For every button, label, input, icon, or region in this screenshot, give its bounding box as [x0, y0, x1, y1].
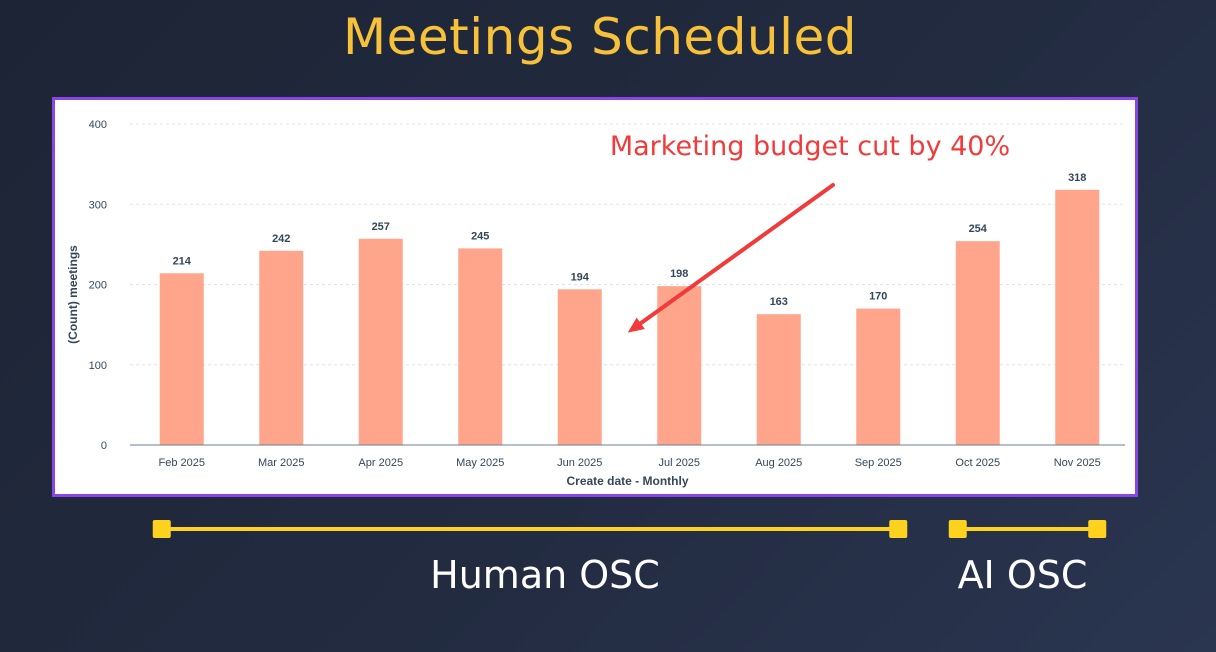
x-tick-label: Oct 2025	[955, 457, 1000, 469]
value-label: 254	[969, 223, 988, 235]
y-ticks: 0 100 200 300 400	[89, 119, 107, 452]
x-tick-label: Apr 2025	[358, 457, 403, 469]
y-tick-label: 0	[101, 440, 107, 452]
x-tick-label: May 2025	[456, 457, 504, 469]
y-tick-label: 400	[89, 119, 107, 131]
value-label: 163	[770, 296, 788, 308]
bar	[955, 241, 1000, 445]
bar	[458, 248, 503, 445]
value-labels: 214 242 257 245 194 198 163 170 254 318	[173, 172, 1087, 308]
phase-label: Human OSC	[430, 553, 660, 597]
x-tick-label: Mar 2025	[258, 457, 304, 469]
y-tick-label: 200	[89, 280, 107, 292]
value-label: 257	[372, 221, 390, 233]
y-tick-label: 100	[89, 360, 107, 372]
value-label: 170	[869, 291, 887, 303]
bar	[856, 308, 901, 445]
value-label: 198	[670, 268, 688, 280]
value-label: 214	[173, 255, 192, 267]
phase-label: AI OSC	[957, 553, 1088, 597]
x-tick-label: Jul 2025	[658, 457, 700, 469]
x-axis-title: Create date - Monthly	[566, 474, 688, 488]
x-tick-label: Jun 2025	[557, 457, 602, 469]
page-title: Meetings Scheduled	[342, 8, 858, 66]
phase-start-marker	[948, 520, 967, 538]
bar	[756, 314, 801, 445]
value-label: 242	[272, 233, 290, 245]
bar	[259, 250, 304, 445]
value-label: 245	[471, 230, 489, 242]
annotation-text: Marketing budget cut by 40%	[610, 131, 1010, 162]
x-tick-label: Sep 2025	[855, 457, 902, 469]
phase-bar	[948, 520, 1107, 538]
arrow-shaft	[638, 183, 835, 326]
x-tick-label: Nov 2025	[1054, 457, 1101, 469]
bar	[159, 273, 204, 445]
bar	[1055, 189, 1100, 445]
y-tick-label: 300	[89, 199, 107, 211]
x-ticks: Feb 2025 Mar 2025 Apr 2025 May 2025 Jun 2025…	[159, 457, 1101, 469]
value-label: 318	[1068, 172, 1086, 184]
value-label: 194	[571, 271, 590, 283]
bar	[657, 286, 702, 445]
arrow-head	[627, 317, 645, 333]
phase-bar	[152, 520, 908, 538]
x-tick-label: Aug 2025	[755, 457, 802, 469]
phase-start-marker	[152, 520, 171, 538]
bar-chart: 0 100 200 300 400 214 242 257 245 194 198 163 170 25…	[66, 119, 1125, 488]
chart-frame: 0 100 200 300 400 214 242 257 245 194 198 163 170 25…	[52, 97, 1138, 497]
bar	[358, 238, 403, 445]
phase-end-marker	[1088, 520, 1107, 538]
x-tick-label: Feb 2025	[159, 457, 205, 469]
phase-end-marker	[889, 520, 908, 538]
bar	[557, 289, 602, 445]
phase-timeline	[152, 520, 1107, 538]
y-axis-title: (Count) meetings	[66, 245, 80, 344]
annotation-arrow	[627, 183, 835, 333]
bars	[159, 189, 1100, 445]
